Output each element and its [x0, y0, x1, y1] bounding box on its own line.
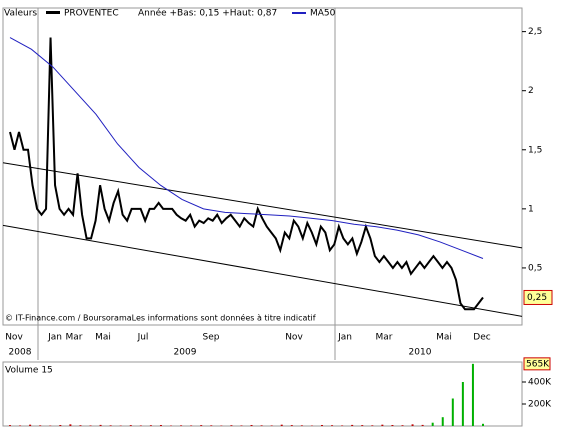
- legend-swatch: [292, 12, 306, 14]
- volume-bar: [441, 417, 444, 426]
- price-line: [9, 37, 484, 259]
- volume-bar: [482, 423, 484, 426]
- volume-bar: [451, 398, 454, 426]
- volume-bar: [19, 425, 22, 426]
- x-tick-label: Mar: [66, 333, 83, 343]
- legend-ma: MA50: [310, 9, 336, 19]
- value-tag: [523, 289, 553, 305]
- volume-bar: [69, 424, 72, 426]
- x-tick-label: Nov: [285, 333, 303, 343]
- legend-label: Valeurs: [4, 9, 37, 19]
- volume-bar: [29, 424, 32, 426]
- legend-range: Année +Bas: 0,15 +Haut: 0,87: [138, 8, 277, 19]
- volume-bar: [230, 425, 233, 426]
- volume-bar: [180, 425, 183, 426]
- volume-bar: [401, 425, 404, 426]
- year-label: 2010: [409, 348, 432, 358]
- volume-bar: [149, 425, 152, 426]
- volume-bar: [361, 425, 364, 426]
- volume-bar: [320, 425, 323, 426]
- y-tick-label: 2,5: [528, 27, 542, 37]
- volume-bar: [461, 382, 464, 426]
- volume-bar: [371, 425, 374, 426]
- volume-bar: [341, 425, 344, 426]
- year-label: 2009: [174, 348, 197, 358]
- volume-bar: [200, 425, 203, 426]
- x-tick-label: Nov: [5, 333, 23, 343]
- price-line: [9, 37, 484, 311]
- volume-bar: [139, 425, 142, 426]
- volume-bar: [79, 425, 82, 426]
- x-tick-label: Jan: [47, 333, 62, 343]
- volume-bar: [190, 425, 193, 426]
- volume-bar: [431, 422, 434, 426]
- year-label: 2008: [9, 348, 32, 358]
- volume-bar: [260, 425, 263, 426]
- y-tick-label: 1: [528, 204, 534, 214]
- volume-bar: [250, 425, 253, 426]
- volume-bar: [351, 424, 354, 426]
- x-tick-label: Mai: [95, 333, 111, 343]
- volume-tick-label: 400K: [528, 378, 552, 388]
- legend-swatch: [46, 11, 60, 14]
- volume-bar: [159, 425, 162, 426]
- volume-bar: [300, 425, 303, 426]
- volume-bar: [270, 425, 273, 426]
- volume-bar: [391, 425, 394, 426]
- volume-bar: [129, 425, 132, 426]
- volume-tick-label: 200K: [528, 400, 552, 410]
- volume-bar: [109, 425, 112, 426]
- credit: © IT-Finance.com / BoursoramaLes informa…: [5, 313, 316, 323]
- x-tick-label: Jan: [337, 333, 352, 343]
- volume-bar: [240, 425, 243, 426]
- volume-bar: [99, 424, 102, 426]
- volume-bar: [39, 425, 42, 426]
- price-panel: [2, 7, 523, 326]
- volume-bar: [59, 425, 62, 426]
- value-tag-label: 0,25: [527, 293, 547, 303]
- legend-name: PROVENTEC: [64, 9, 119, 19]
- volume-bar: [210, 425, 213, 426]
- trend-line: [2, 162, 523, 249]
- x-tick-label: Sep: [203, 333, 220, 343]
- volume-bar: [381, 424, 384, 426]
- volume-bar: [331, 425, 334, 426]
- x-tick-label: Jul: [137, 333, 149, 343]
- volume-bar: [421, 424, 424, 426]
- x-tick-label: Dec: [473, 333, 490, 343]
- trend-line: [2, 224, 523, 317]
- value-tag-label: 565K: [526, 359, 550, 369]
- y-tick-label: 0,5: [528, 263, 542, 273]
- y-tick-label: 1,5: [528, 145, 542, 155]
- volume-bar: [280, 424, 283, 426]
- volume-bar: [471, 363, 474, 426]
- volume-panel: [2, 361, 523, 427]
- volume-bar: [411, 424, 414, 426]
- x-tick-label: Mai: [436, 333, 452, 343]
- volume-bar: [290, 425, 293, 426]
- y-tick-label: 2: [528, 86, 534, 96]
- volume-bar: [9, 425, 11, 426]
- x-tick-label: Mar: [376, 333, 393, 343]
- value-tag: [523, 357, 551, 371]
- volume-label: Volume 15: [5, 366, 53, 376]
- volume-bar: [89, 425, 92, 426]
